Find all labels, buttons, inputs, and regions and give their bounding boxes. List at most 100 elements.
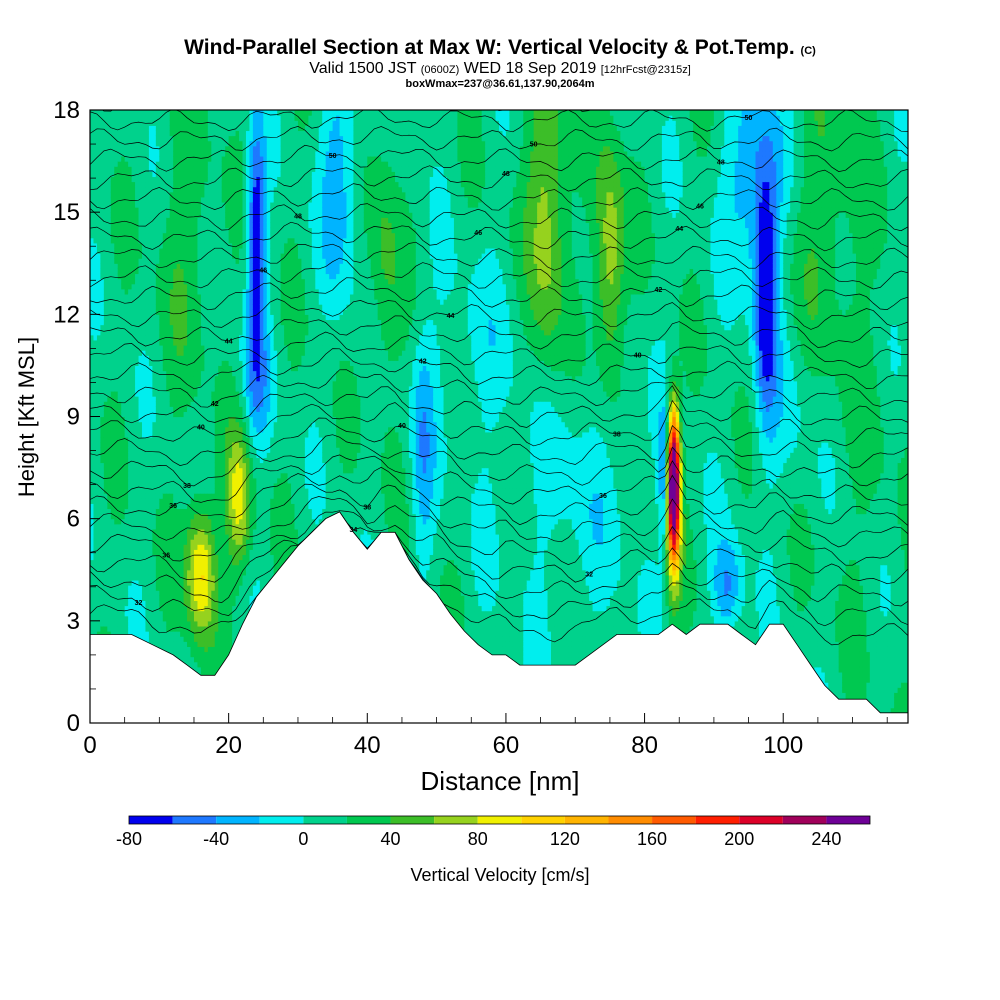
velocity-cell [162, 631, 167, 637]
chart-title-main: Wind-Parallel Section at Max W: Vertical… [184, 36, 795, 59]
velocity-cell [207, 110, 212, 116]
velocity-cell [197, 666, 202, 673]
velocity-cell [221, 421, 226, 428]
velocity-cell [145, 442, 150, 448]
velocity-cell [176, 396, 181, 402]
velocity-cell [155, 498, 160, 504]
velocity-cell [148, 171, 153, 178]
velocity-cell [110, 533, 115, 540]
velocity-cell [114, 140, 119, 147]
velocity-cell [173, 482, 178, 489]
velocity-cell [107, 411, 112, 418]
velocity-cell [100, 482, 105, 489]
velocity-cell [96, 549, 102, 556]
velocity-cell [110, 140, 115, 147]
velocity-cell [214, 125, 219, 132]
velocity-cell [131, 299, 136, 305]
velocity-cell [110, 503, 115, 510]
velocity-cell [221, 585, 226, 591]
velocity-cell [96, 110, 102, 116]
velocity-cell [183, 528, 188, 535]
velocity-cell [135, 125, 140, 132]
velocity-cell [200, 503, 205, 510]
velocity-cell [166, 539, 171, 545]
velocity-cell [197, 110, 202, 116]
velocity-cell [124, 590, 129, 596]
velocity-cell [110, 355, 115, 361]
velocity-cell [93, 201, 98, 208]
velocity-cell [200, 671, 205, 678]
velocity-cell [135, 191, 140, 198]
velocity-cell [180, 130, 185, 137]
velocity-cell [124, 380, 129, 387]
velocity-cell [207, 569, 212, 576]
velocity-cell [152, 631, 157, 637]
velocity-cell [193, 380, 199, 387]
velocity-cell [228, 278, 233, 285]
velocity-cell [228, 436, 233, 443]
velocity-cell [200, 385, 205, 392]
velocity-cell [141, 482, 147, 489]
velocity-cell [121, 125, 126, 132]
velocity-cell [180, 344, 185, 351]
velocity-cell [190, 268, 195, 275]
velocity-cell [200, 309, 205, 315]
velocity-cell [166, 283, 171, 290]
velocity-cell [141, 569, 147, 576]
velocity-cell [141, 237, 147, 244]
velocity-cell [214, 467, 219, 474]
velocity-cell [183, 166, 188, 172]
velocity-cell [114, 161, 119, 167]
velocity-cell [190, 299, 195, 305]
velocity-cell [232, 595, 237, 602]
velocity-cell [211, 222, 216, 229]
velocity-cell [103, 564, 108, 571]
velocity-cell [207, 646, 212, 653]
velocity-cell [96, 120, 102, 126]
velocity-cell [138, 600, 143, 607]
velocity-cell [211, 447, 216, 453]
velocity-cell [176, 646, 181, 653]
velocity-cell [138, 498, 143, 504]
velocity-cell [148, 370, 153, 377]
velocity-cell [166, 360, 171, 367]
velocity-cell [228, 585, 233, 591]
velocity-cell [221, 334, 226, 341]
velocity-cell [128, 401, 133, 407]
velocity-cell [128, 273, 133, 280]
velocity-cell [176, 237, 181, 244]
velocity-cell [197, 462, 202, 469]
velocity-cell [145, 196, 150, 203]
velocity-cell [176, 421, 181, 428]
velocity-cell [155, 283, 160, 290]
velocity-cell [100, 237, 105, 244]
velocity-cell [128, 350, 133, 356]
velocity-cell [225, 176, 230, 183]
velocity-cell [218, 426, 223, 433]
velocity-cell [228, 304, 233, 310]
velocity-cell [152, 355, 157, 361]
velocity-cell [211, 533, 216, 540]
velocity-cell [166, 299, 171, 305]
velocity-cell [110, 186, 115, 193]
velocity-cell [121, 263, 126, 269]
velocity-cell [204, 651, 209, 658]
velocity-cell [145, 242, 150, 249]
velocity-cell [121, 212, 126, 218]
velocity-cell [110, 115, 115, 121]
velocity-cell [166, 421, 171, 428]
velocity-cell [90, 579, 95, 586]
velocity-cell [128, 324, 133, 331]
velocity-cell [162, 196, 167, 203]
velocity-cell [141, 268, 147, 275]
velocity-cell [148, 636, 153, 642]
velocity-cell [96, 539, 102, 545]
velocity-cell [214, 406, 219, 412]
velocity-cell [155, 253, 160, 259]
velocity-cell [232, 462, 237, 469]
velocity-cell [193, 457, 199, 464]
velocity-cell [173, 452, 178, 458]
velocity-cell [221, 615, 226, 622]
velocity-cell [114, 191, 119, 198]
velocity-cell [124, 554, 129, 561]
